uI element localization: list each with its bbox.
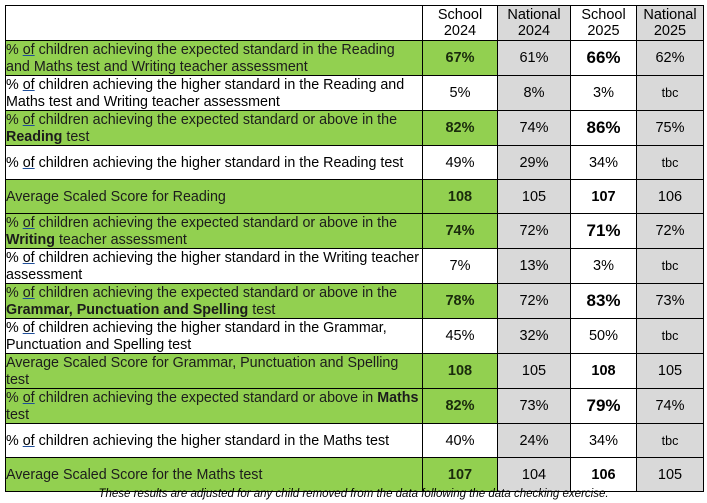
footnote: These results are adjusted for any child… [98, 488, 609, 500]
school-2025-value: 106 [570, 457, 637, 492]
table-row: % of children achieving the higher stand… [5, 248, 704, 284]
national-2025-value: tbc [636, 423, 704, 458]
school-2025-value: 83% [570, 283, 637, 319]
national-2025-value: tbc [636, 248, 704, 284]
table-row: % of children achieving the expected sta… [5, 40, 704, 76]
school-2024-value: 7% [422, 248, 498, 284]
table-row: % of children achieving the expected sta… [5, 110, 704, 146]
header-national-2025: National 2025 [636, 5, 704, 41]
national-2025-value: 106 [636, 179, 704, 214]
school-2024-value: 82% [422, 388, 498, 424]
header-school-2025: School 2025 [570, 5, 637, 41]
school-2024-value: 78% [422, 283, 498, 319]
national-2024-value: 73% [497, 388, 571, 424]
school-2025-value: 71% [570, 213, 637, 249]
national-2024-value: 8% [497, 75, 571, 111]
row-label: % of children achieving the expected sta… [5, 388, 423, 424]
national-2024-value: 105 [497, 353, 571, 389]
school-2024-value: 49% [422, 145, 498, 180]
school-2025-value: 3% [570, 75, 637, 111]
national-2024-value: 74% [497, 110, 571, 146]
header-label-blank [5, 5, 423, 41]
school-2025-value: 34% [570, 423, 637, 458]
school-2025-value: 50% [570, 318, 637, 354]
national-2024-value: 105 [497, 179, 571, 214]
table-row: % of children achieving the higher stand… [5, 318, 704, 354]
national-2025-value: 105 [636, 457, 704, 492]
national-2024-value: 24% [497, 423, 571, 458]
table-row: % of children achieving the higher stand… [5, 423, 704, 458]
table-row: Average Scaled Score for the Maths test … [5, 457, 704, 492]
national-2025-value: 75% [636, 110, 704, 146]
row-label: % of children achieving the higher stand… [5, 145, 423, 180]
row-label: Average Scaled Score for Grammar, Punctu… [5, 353, 423, 389]
school-2025-value: 34% [570, 145, 637, 180]
row-label: % of children achieving the expected sta… [5, 213, 423, 249]
school-2024-value: 82% [422, 110, 498, 146]
table-row: Average Scaled Score for Reading 108 105… [5, 179, 704, 214]
school-2024-value: 45% [422, 318, 498, 354]
table-row: % of children achieving the higher stand… [5, 75, 704, 111]
national-2025-value: 73% [636, 283, 704, 319]
school-2025-value: 86% [570, 110, 637, 146]
header-row: School 2024 National 2024 School 2025 Natio… [5, 5, 704, 41]
school-2024-value: 108 [422, 353, 498, 389]
row-label: Average Scaled Score for the Maths test [5, 457, 423, 492]
school-2024-value: 5% [422, 75, 498, 111]
row-label: % of children achieving the expected sta… [5, 283, 423, 319]
national-2025-value: 105 [636, 353, 704, 389]
school-2024-value: 107 [422, 457, 498, 492]
header-school-2024: School 2024 [422, 5, 498, 41]
school-2025-value: 3% [570, 248, 637, 284]
row-label: % of children achieving the higher stand… [5, 248, 423, 284]
header-national-2024: National 2024 [497, 5, 571, 41]
national-2025-value: 74% [636, 388, 704, 424]
row-label: % of children achieving the higher stand… [5, 75, 423, 111]
row-label: % of children achieving the higher stand… [5, 318, 423, 354]
school-2025-value: 79% [570, 388, 637, 424]
table-row: % of children achieving the expected sta… [5, 283, 704, 319]
school-2024-value: 108 [422, 179, 498, 214]
national-2025-value: 72% [636, 213, 704, 249]
row-label: % of children achieving the expected sta… [5, 110, 423, 146]
table-row: % of children achieving the expected sta… [5, 388, 704, 424]
school-2024-value: 74% [422, 213, 498, 249]
national-2024-value: 72% [497, 283, 571, 319]
school-2024-value: 67% [422, 40, 498, 76]
row-label: % of children achieving the higher stand… [5, 423, 423, 458]
national-2025-value: tbc [636, 75, 704, 111]
school-2025-value: 107 [570, 179, 637, 214]
school-2025-value: 108 [570, 353, 637, 389]
national-2024-value: 72% [497, 213, 571, 249]
row-label: % of children achieving the expected sta… [5, 40, 423, 76]
national-2025-value: 62% [636, 40, 704, 76]
table-row: Average Scaled Score for Grammar, Punctu… [5, 353, 704, 389]
national-2024-value: 13% [497, 248, 571, 284]
school-2025-value: 66% [570, 40, 637, 76]
table-row: % of children achieving the expected sta… [5, 213, 704, 249]
national-2024-value: 104 [497, 457, 571, 492]
national-2024-value: 61% [497, 40, 571, 76]
table-row: % of children achieving the higher stand… [5, 145, 704, 180]
row-label: Average Scaled Score for Reading [5, 179, 423, 214]
national-2025-value: tbc [636, 145, 704, 180]
results-table: School 2024 National 2024 School 2025 Natio… [5, 5, 704, 492]
school-2024-value: 40% [422, 423, 498, 458]
national-2025-value: tbc [636, 318, 704, 354]
national-2024-value: 29% [497, 145, 571, 180]
national-2024-value: 32% [497, 318, 571, 354]
